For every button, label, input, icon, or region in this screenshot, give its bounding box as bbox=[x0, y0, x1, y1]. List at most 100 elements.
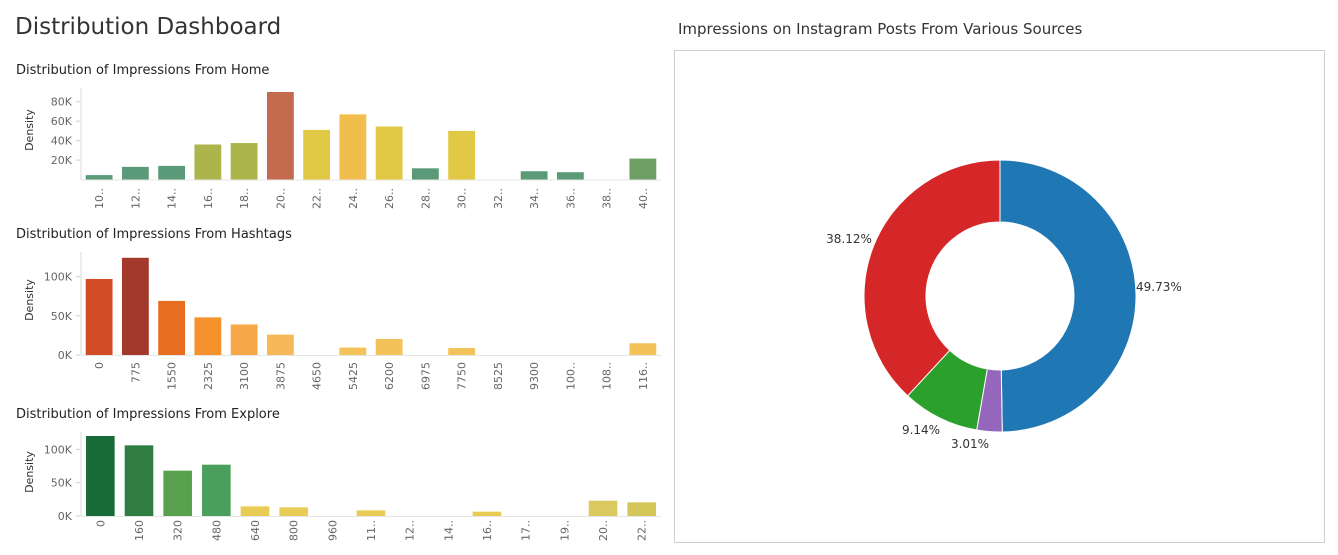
explore-x-tick-label: 0 bbox=[94, 520, 107, 527]
explore-y-tick-label: 50K bbox=[51, 477, 73, 490]
explore-bar bbox=[163, 470, 192, 516]
dashboard-title: Distribution Dashboard bbox=[15, 14, 282, 40]
hashtags-x-tick-label: 3100 bbox=[238, 362, 251, 390]
home-x-tick-label: 32.. bbox=[492, 188, 505, 209]
explore-y-tick-label: 0K bbox=[58, 510, 73, 523]
home-bar bbox=[448, 130, 476, 180]
home-bar bbox=[194, 144, 222, 180]
explore-x-tick-label: 14.. bbox=[442, 520, 455, 541]
explore-x-tick-label: 16.. bbox=[481, 520, 494, 541]
hashtags-x-tick-label: 9300 bbox=[528, 362, 541, 390]
explore-x-tick-label: 960 bbox=[326, 520, 339, 541]
home-x-tick-label: 36.. bbox=[564, 188, 577, 209]
donut-slice-label: 49.73% bbox=[1136, 280, 1182, 294]
explore-x-tick-label: 160 bbox=[133, 520, 146, 541]
hashtags-y-tick-label: 0K bbox=[58, 349, 73, 362]
hashtags-bar bbox=[629, 343, 657, 355]
home-bar bbox=[121, 166, 149, 180]
donut-slice-label: 3.01% bbox=[951, 437, 989, 451]
home-y-tick-label: 40K bbox=[51, 135, 73, 148]
explore-x-tick-label: 17.. bbox=[520, 520, 533, 541]
hashtags-x-tick-label: 5425 bbox=[347, 362, 360, 390]
home-y-axis-label: Density bbox=[23, 109, 36, 151]
hashtags-bar bbox=[194, 317, 222, 355]
home-y-tick-label: 60K bbox=[51, 115, 73, 128]
hashtags-chart-title: Distribution of Impressions From Hashtag… bbox=[16, 227, 292, 242]
explore-chart-title: Distribution of Impressions From Explore bbox=[16, 407, 280, 422]
donut-slice-label: 9.14% bbox=[902, 423, 940, 437]
home-x-tick-label: 16.. bbox=[202, 188, 215, 209]
hashtags-x-tick-label: 116.. bbox=[637, 362, 650, 390]
explore-x-tick-label: 800 bbox=[288, 520, 301, 541]
home-bar bbox=[629, 158, 657, 180]
hashtags-x-tick-label: 8525 bbox=[492, 362, 505, 390]
hashtags-bar bbox=[448, 347, 476, 355]
home-bar bbox=[303, 129, 331, 180]
home-bar bbox=[230, 143, 258, 180]
home-x-tick-label: 20.. bbox=[274, 188, 287, 209]
home-bar bbox=[556, 172, 584, 180]
explore-bar bbox=[202, 464, 231, 516]
home-x-tick-label: 12.. bbox=[129, 188, 142, 209]
explore-x-tick-label: 20.. bbox=[597, 520, 610, 541]
donut-slice bbox=[863, 159, 1001, 397]
hashtags-bar bbox=[375, 338, 403, 355]
hashtags-x-tick-label: 6200 bbox=[383, 362, 396, 390]
explore-x-tick-label: 640 bbox=[249, 520, 262, 541]
explore-x-tick-label: 480 bbox=[210, 520, 223, 541]
home-x-tick-label: 30.. bbox=[456, 188, 469, 209]
home-chart-title: Distribution of Impressions From Home bbox=[16, 63, 270, 78]
home-x-tick-label: 34.. bbox=[528, 188, 541, 209]
home-x-tick-label: 38.. bbox=[601, 188, 614, 209]
hashtags-x-tick-label: 775 bbox=[129, 362, 142, 383]
home-x-tick-label: 40.. bbox=[637, 188, 650, 209]
explore-bar bbox=[240, 506, 270, 516]
hashtags-bar bbox=[158, 300, 186, 355]
hashtags-x-tick-label: 100.. bbox=[564, 362, 577, 390]
explore-bar bbox=[279, 507, 308, 516]
hashtags-bar bbox=[121, 257, 149, 355]
hashtags-bar bbox=[339, 347, 367, 355]
home-y-tick-label: 20K bbox=[51, 154, 73, 167]
explore-x-tick-label: 320 bbox=[172, 520, 185, 541]
explore-bar bbox=[356, 510, 386, 516]
home-bar bbox=[339, 114, 367, 180]
hashtags-x-tick-label: 3875 bbox=[274, 362, 287, 390]
pie-chart-title: Impressions on Instagram Posts From Vari… bbox=[678, 20, 1083, 38]
hashtags-x-tick-label: 6975 bbox=[419, 362, 432, 390]
hashtags-x-tick-label: 2325 bbox=[202, 362, 215, 390]
sources-donut: 49.73% 3.01% 9.14% 38.12% bbox=[826, 159, 1182, 451]
hashtags-x-tick-label: 4650 bbox=[311, 362, 324, 390]
pie-chart-frame bbox=[674, 50, 1325, 543]
home-x-tick-label: 24.. bbox=[347, 188, 360, 209]
explore-bar bbox=[588, 500, 618, 516]
explore-x-tick-label: 11.. bbox=[365, 520, 378, 541]
explore-x-tick-label: 19.. bbox=[558, 520, 571, 541]
hashtags-histogram: Density 0K 50K 100K 0 775 1550 2325 3100 3875 4650… bbox=[23, 252, 661, 390]
hashtags-bar bbox=[266, 334, 294, 355]
home-bar bbox=[85, 175, 113, 180]
hashtags-x-tick-label: 0 bbox=[93, 362, 106, 369]
explore-bar bbox=[472, 511, 502, 516]
home-x-tick-label: 28.. bbox=[419, 188, 432, 209]
explore-bar bbox=[627, 502, 656, 516]
home-bar bbox=[375, 126, 403, 180]
explore-histogram: Density 0K 50K 100K 0 160 320 480 640 800 960 11.. 1… bbox=[23, 432, 661, 541]
home-bar bbox=[266, 92, 294, 180]
hashtags-y-tick-label: 100K bbox=[44, 271, 73, 284]
home-bar bbox=[520, 171, 548, 180]
donut-slice-label: 38.12% bbox=[826, 232, 872, 246]
hashtags-y-axis-label: Density bbox=[23, 279, 36, 321]
explore-bar bbox=[86, 436, 115, 516]
home-x-tick-label: 10.. bbox=[93, 188, 106, 209]
donut-slice bbox=[999, 159, 1137, 433]
home-histogram: Density 20K 40K 60K 80K 10.. 12.. 14.. 16.. 18.. 2… bbox=[23, 88, 661, 209]
home-x-tick-label: 14.. bbox=[166, 188, 179, 209]
hashtags-x-tick-label: 1550 bbox=[166, 362, 179, 390]
home-x-tick-label: 22.. bbox=[311, 188, 324, 209]
explore-y-axis-label: Density bbox=[23, 451, 36, 493]
hashtags-bar bbox=[85, 278, 113, 355]
home-y-tick-label: 80K bbox=[51, 96, 73, 109]
home-x-tick-label: 18.. bbox=[238, 188, 251, 209]
